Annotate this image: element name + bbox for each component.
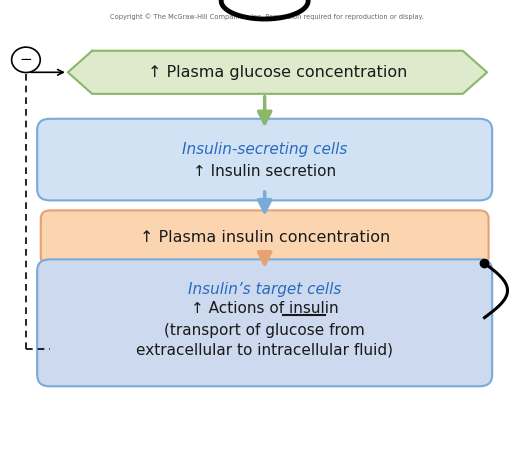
FancyBboxPatch shape [41, 210, 489, 265]
Text: Insulin-secreting cells: Insulin-secreting cells [182, 142, 347, 157]
Text: (transport of glucose from: (transport of glucose from [164, 322, 365, 338]
Text: ↑ Insulin secretion: ↑ Insulin secretion [193, 164, 336, 179]
FancyBboxPatch shape [37, 259, 492, 387]
Text: −: − [20, 52, 32, 67]
Text: extracellular to intracellular fluid): extracellular to intracellular fluid) [136, 343, 393, 357]
Circle shape [12, 47, 40, 72]
Text: ↑ Actions of insulin: ↑ Actions of insulin [191, 301, 339, 316]
FancyBboxPatch shape [37, 119, 492, 201]
Text: ↑ Plasma insulin concentration: ↑ Plasma insulin concentration [139, 230, 390, 245]
Text: ↑ Plasma glucose concentration: ↑ Plasma glucose concentration [148, 65, 407, 80]
Text: Insulin’s target cells: Insulin’s target cells [188, 282, 341, 297]
Text: Copyright © The McGraw-Hill Companies, Inc. Permission required for reproduction: Copyright © The McGraw-Hill Companies, I… [111, 13, 424, 20]
Polygon shape [68, 51, 487, 94]
